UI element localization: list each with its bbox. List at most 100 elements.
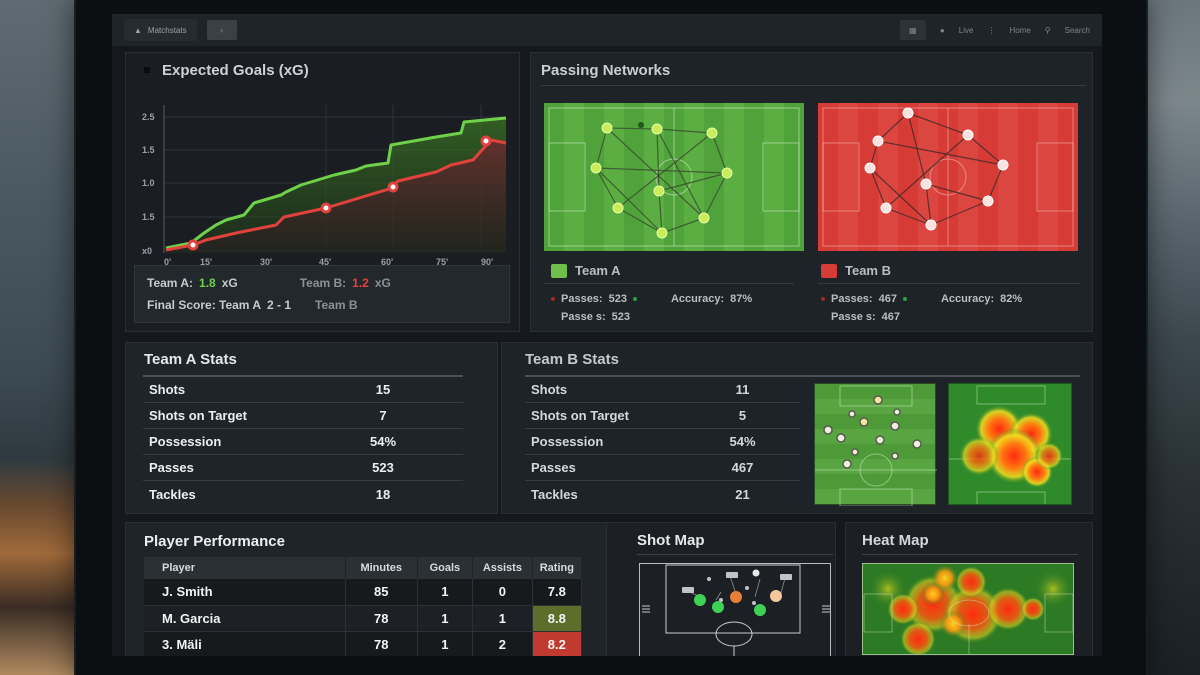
player-name: M. Garcia <box>144 605 346 632</box>
stat-row: Shots on Target 5 <box>525 403 800 429</box>
search-link[interactable]: Search <box>1064 25 1090 35</box>
team-a-xg-label: Team A: <box>147 276 194 290</box>
team-b-small-heatmap <box>948 383 1072 505</box>
stat-row: Passes 523 <box>143 455 463 481</box>
x-tick: 15' <box>200 257 212 265</box>
stat-label: Passes <box>149 460 194 475</box>
player-rating: 7.8 <box>532 579 583 606</box>
stat-value: 54% <box>369 434 397 449</box>
team-b-name: Team B <box>845 263 891 278</box>
team-b-passing-pitch <box>818 103 1078 251</box>
y-tick: 2.5 <box>142 112 155 122</box>
stat-value: 15 <box>375 382 391 397</box>
heat-map-title: Heat Map <box>862 532 929 549</box>
passes-label: Passes: <box>561 293 603 305</box>
accuracy-label: Accuracy: <box>940 293 995 305</box>
stat-value: 523 <box>372 460 394 475</box>
final-score-label: Final Score: Team A <box>147 298 262 312</box>
top-bar: ▲ Matchstats › ▦ ● Live ⋮ Home ⚲ Search <box>112 14 1102 46</box>
passing-networks-panel: Passing Networks <box>530 52 1093 332</box>
stat-label: Possession <box>149 434 222 449</box>
team-b-xg-label: Team B: <box>299 276 347 290</box>
home-link[interactable]: Home <box>1009 25 1031 35</box>
player-goals: 1 <box>417 605 474 632</box>
pin-icon[interactable]: ● <box>939 25 945 35</box>
divider <box>143 375 463 377</box>
y-tick: 1.0 <box>142 178 155 188</box>
stat-row: Tackles 21 <box>525 481 800 507</box>
menu-icon[interactable]: ⋮ <box>987 25 996 35</box>
col-player[interactable]: Player <box>144 557 346 579</box>
player-name: 3. Mäli <box>144 631 346 656</box>
app-tab[interactable]: ▲ Matchstats <box>124 19 197 41</box>
divider <box>541 85 1086 86</box>
shot-map-panel: Shot Map <box>606 522 836 656</box>
col-minutes[interactable]: Minutes <box>345 557 418 579</box>
passes-value: 523 <box>608 293 627 305</box>
stat-value: 18 <box>375 486 391 502</box>
stat-row: Shots on Target 7 <box>143 403 463 429</box>
divider <box>544 283 794 284</box>
stat-label: Tackles <box>149 486 196 502</box>
player-rating: 8.8 <box>532 605 583 632</box>
search-icon[interactable]: ⚲ <box>1044 25 1051 35</box>
x-tick: 45' <box>319 257 331 265</box>
passes-label: Passe s: <box>831 311 876 323</box>
heat-map-pitch <box>862 563 1074 655</box>
stat-label: Tackles <box>531 486 578 502</box>
final-score-value: 2 - 1 <box>267 298 292 312</box>
divider <box>862 554 1078 555</box>
top-bar-actions: ▦ ● Live ⋮ Home ⚲ Search <box>899 20 1090 40</box>
player-assists: 2 <box>472 631 533 656</box>
x-tick: 75' <box>436 257 448 265</box>
col-rating[interactable]: Rating <box>532 557 583 579</box>
stat-row: Possession 54% <box>525 429 800 455</box>
stat-value: 7 <box>379 408 387 423</box>
team-b-swatch-icon <box>821 263 837 278</box>
x-tick: 30' <box>260 257 272 265</box>
xg-title: Expected Goals (xG) <box>162 62 309 79</box>
team-a-xg-value: 1.8 <box>199 276 216 290</box>
accuracy-label: Accuracy: <box>670 293 725 305</box>
x-tick: 90' <box>481 257 493 265</box>
stat-label: Passes <box>531 460 576 475</box>
player-goals: 1 <box>417 631 474 656</box>
grid-icon[interactable]: ▦ <box>899 20 926 40</box>
y-tick: 1.5 <box>142 212 155 222</box>
team-a-stats-title: Team A Stats <box>144 351 237 368</box>
accuracy-value: 82% <box>1000 293 1023 305</box>
passes-value: 467 <box>881 311 901 323</box>
bullet-icon <box>632 297 637 301</box>
table-row[interactable]: M. Garcia 78 1 1 8.8 <box>144 605 583 632</box>
stat-row: Shots 15 <box>143 377 463 403</box>
team-b-xg-unit: xG <box>374 276 391 290</box>
player-minutes: 78 <box>345 605 418 632</box>
bullet-icon <box>551 297 555 301</box>
player-assists: 1 <box>472 605 533 632</box>
player-name: J. Smith <box>144 579 346 606</box>
stat-label: Possession <box>531 434 604 449</box>
table-row[interactable]: 3. Mäli 78 1 2 8.2 <box>144 631 583 656</box>
table-row[interactable]: J. Smith 85 1 0 7.8 <box>144 579 583 606</box>
team-b-legend: Team B <box>821 263 891 278</box>
background-right <box>1140 0 1200 675</box>
tab-forward-button[interactable]: › <box>206 20 237 40</box>
shot-map-pitch <box>639 563 831 656</box>
col-goals[interactable]: Goals <box>417 557 474 579</box>
team-a-xg-unit: xG <box>221 276 238 290</box>
stat-row: Tackles 18 <box>143 481 463 507</box>
team-a-passing-pitch <box>544 103 804 251</box>
team-a-stats-panel: Team A Stats Shots 15 Shots on Target 7 Po… <box>125 342 498 514</box>
stat-value: 21 <box>735 486 750 502</box>
live-link[interactable]: Live <box>958 25 974 35</box>
y-tick: 1.5 <box>142 145 155 155</box>
team-b-stats-panel: Team B Stats Shots 11 Shots on Target 5 Po… <box>501 342 1093 514</box>
xg-line-chart: 2.5 1.5 1.0 1.5 x0 0' 15' 30' 45' 60' 75… <box>142 105 507 265</box>
passing-networks-title: Passing Networks <box>541 62 671 79</box>
col-assists[interactable]: Assists <box>472 557 533 579</box>
divider <box>525 375 1080 377</box>
app-icon: ▲ <box>134 25 142 35</box>
team-b-stats-table: Shots 11 Shots on Target 5 Possession 54% P… <box>525 375 1080 507</box>
y-tick: x0 <box>142 246 152 256</box>
app-tab-label: Matchstats <box>147 25 187 35</box>
